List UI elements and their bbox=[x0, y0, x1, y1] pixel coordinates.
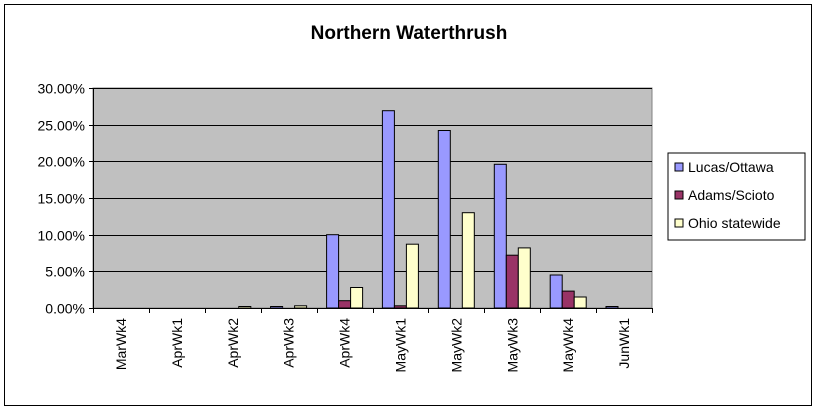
x-tick-label: MayWk1 bbox=[392, 318, 408, 373]
bar-lucas-ottawa-maywk2 bbox=[437, 130, 451, 309]
bar-lucas-ottawa-junwk1 bbox=[605, 306, 619, 309]
bar-adams-scioto-maywk4 bbox=[561, 290, 575, 309]
x-tick-label: MarWk4 bbox=[113, 318, 129, 370]
x-tick-label: AprWk1 bbox=[169, 318, 185, 368]
legend-swatch bbox=[674, 218, 684, 228]
legend-swatch bbox=[674, 162, 684, 172]
y-tick-label: 25.00% bbox=[38, 118, 85, 134]
bar-ohio-statewide-maywk2 bbox=[461, 212, 475, 309]
bar-ohio-statewide-aprwk3 bbox=[294, 305, 308, 309]
gridlines bbox=[93, 88, 652, 272]
x-tick-label: AprWk4 bbox=[337, 318, 353, 368]
legend-label: Ohio statewide bbox=[688, 215, 781, 231]
legend-label: Lucas/Ottawa bbox=[688, 159, 774, 175]
legend-swatch bbox=[674, 190, 684, 200]
bar-adams-scioto-maywk3 bbox=[505, 254, 519, 309]
x-tick-label: JunWk1 bbox=[616, 318, 632, 369]
y-tick-label: 10.00% bbox=[38, 228, 85, 244]
bar-adams-scioto-aprwk4 bbox=[338, 300, 352, 309]
y-tick-label: 15.00% bbox=[38, 191, 85, 207]
bar-lucas-ottawa-maywk4 bbox=[549, 274, 563, 309]
x-tick-label: MayWk2 bbox=[448, 318, 464, 373]
y-tick-label: 20.00% bbox=[38, 154, 85, 170]
y-tick-label: 5.00% bbox=[45, 264, 85, 280]
bar-lucas-ottawa-maywk3 bbox=[493, 163, 507, 309]
legend-label: Adams/Scioto bbox=[688, 187, 775, 203]
bar-ohio-statewide-maywk4 bbox=[573, 296, 587, 309]
bars bbox=[238, 110, 619, 309]
bar-ohio-statewide-maywk1 bbox=[405, 243, 419, 309]
legend: Lucas/Ottawa Adams/Scioto Ohio statewide bbox=[667, 152, 806, 241]
chart-title: Northern Waterthrush bbox=[311, 23, 508, 44]
y-axis-ticks: 0.00% 5.00% 10.00% 15.00% 20.00% 25.00% 30.00% bbox=[38, 81, 93, 317]
x-axis-ticks: MarWk4 AprWk1 AprWk2 AprWk3 AprWk4 MayWk1 MayW… bbox=[93, 308, 653, 373]
bar-ohio-statewide-aprwk2 bbox=[238, 306, 252, 309]
bar-adams-scioto-maywk1 bbox=[393, 305, 407, 309]
bar-lucas-ottawa-maywk1 bbox=[381, 110, 395, 309]
bar-lucas-ottawa-aprwk4 bbox=[326, 234, 340, 309]
legend-box bbox=[667, 152, 806, 241]
y-tick-label: 0.00% bbox=[45, 301, 85, 317]
bar-lucas-ottawa-aprwk3 bbox=[270, 306, 284, 309]
axes bbox=[93, 88, 652, 309]
y-tick-label: 30.00% bbox=[38, 81, 85, 97]
x-tick-label: MayWk4 bbox=[560, 318, 576, 373]
x-tick-label: AprWk3 bbox=[281, 318, 297, 368]
x-tick-label: MayWk3 bbox=[504, 318, 520, 373]
x-tick-label: AprWk2 bbox=[225, 318, 241, 368]
bar-ohio-statewide-aprwk4 bbox=[350, 287, 364, 309]
bar-ohio-statewide-maywk3 bbox=[517, 247, 531, 309]
